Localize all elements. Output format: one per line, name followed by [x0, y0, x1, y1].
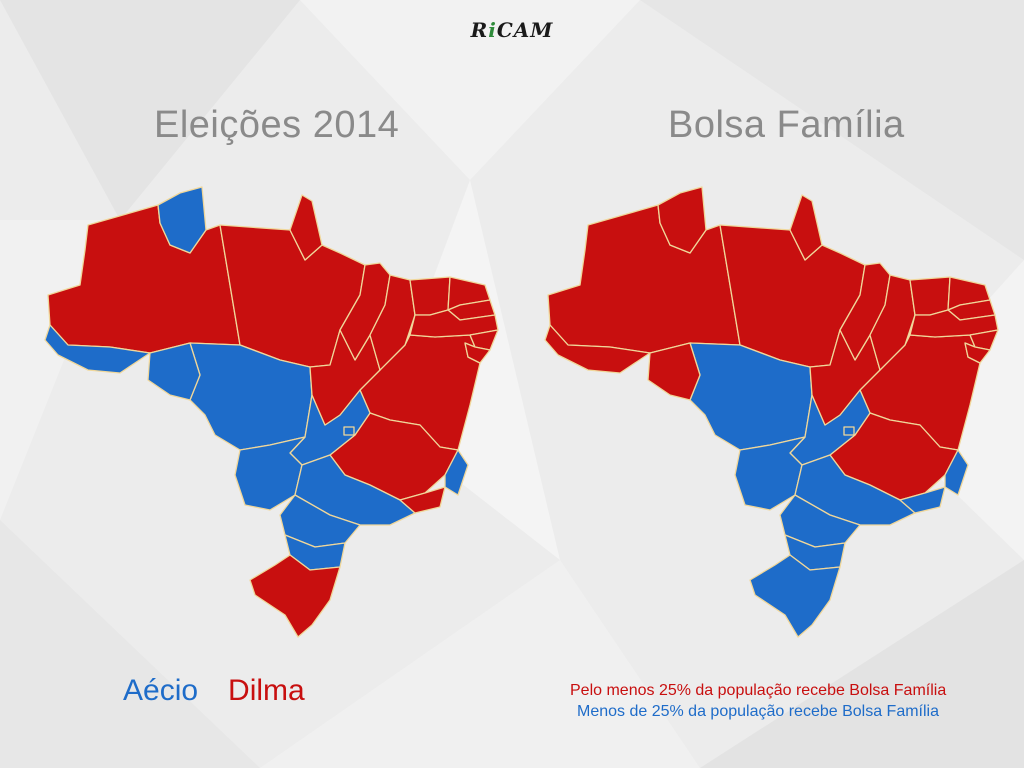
legend-less-than-25: Menos de 25% da população recebe Bolsa F… [577, 703, 939, 720]
state-ce [409, 276, 451, 316]
state-rr [657, 186, 707, 254]
state-df [343, 426, 355, 436]
state-ro [147, 342, 201, 401]
bolsa-familia-legend: Pelo menos 25% da população recebe Bolsa… [570, 680, 946, 722]
brazil-bolsa-familia-map [544, 186, 999, 638]
state-ap [289, 194, 323, 261]
state-rj [399, 486, 446, 514]
state-se [464, 342, 491, 364]
state-pe [909, 309, 999, 338]
ricam-logo: RiCAM [470, 18, 554, 42]
legend-aecio: Aécio [123, 674, 199, 707]
state-rs [749, 554, 841, 638]
state-am [547, 204, 741, 354]
brazil-election-map [44, 186, 499, 638]
state-df [843, 426, 855, 436]
state-rr [157, 186, 207, 254]
state-rs [249, 554, 341, 638]
legend-dilma: Dilma [228, 674, 305, 707]
election-legend: Aécio Dilma [123, 674, 335, 708]
state-ac [44, 324, 151, 374]
state-rj [899, 486, 946, 514]
state-am [47, 204, 241, 354]
bolsa-familia-map-title: Bolsa Família [668, 104, 905, 146]
legend-at-least-25: Pelo menos 25% da população recebe Bolsa… [570, 682, 947, 699]
state-ac [544, 324, 651, 374]
state-ap [789, 194, 823, 261]
state-es [944, 449, 969, 496]
state-ro [647, 342, 701, 401]
state-pe [409, 309, 499, 338]
election-map-title: Eleições 2014 [154, 104, 400, 146]
state-es [444, 449, 469, 496]
state-se [964, 342, 991, 364]
state-ce [909, 276, 951, 316]
